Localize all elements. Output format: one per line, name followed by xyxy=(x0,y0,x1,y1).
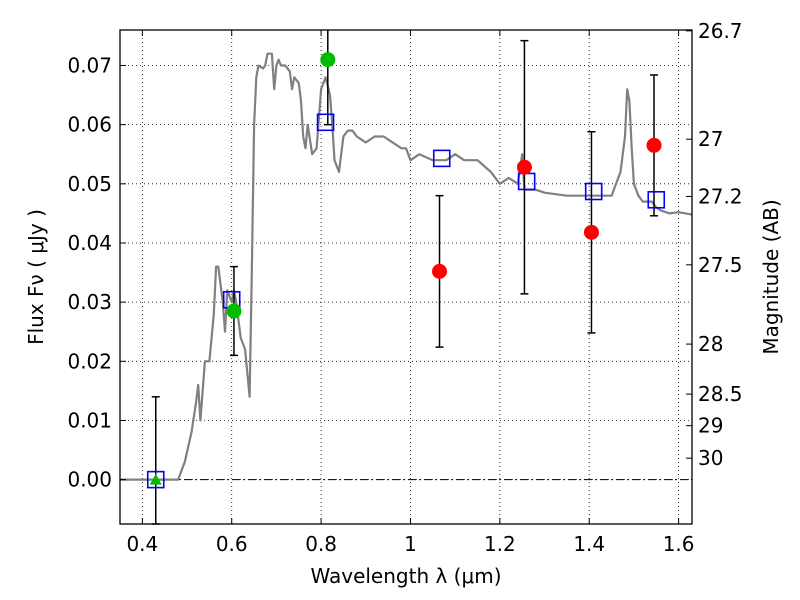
model-sed xyxy=(120,52,693,481)
model-flux-square xyxy=(146,470,165,489)
magnitude-tick-label: 27.2 xyxy=(698,184,743,208)
y-tick-label: 0.06 xyxy=(67,113,112,137)
red-data-point xyxy=(432,263,448,279)
model-flux-square xyxy=(316,113,335,132)
red-data-point xyxy=(516,159,532,175)
magnitude-tick-label: 30 xyxy=(698,446,723,470)
x-tick-label: 1.2 xyxy=(484,532,516,556)
magnitude-tick-label: 28.5 xyxy=(698,382,743,406)
red-data-point xyxy=(583,224,599,240)
y-axis-label: Flux Fν ( μJy ) xyxy=(24,209,48,345)
x-tick-label: 1 xyxy=(404,532,417,556)
x-tick-label: 1.6 xyxy=(663,532,695,556)
model-sed-line xyxy=(120,52,693,481)
x-tick-label: 0.8 xyxy=(305,532,337,556)
magnitude-tick-label: 29 xyxy=(698,414,723,438)
x-axis-label: Wavelength λ (μm) xyxy=(310,564,501,588)
y-tick-label: 0.04 xyxy=(67,231,112,255)
y-tick-label: 0.07 xyxy=(67,53,112,77)
right-y-axis-label: Magnitude (AB) xyxy=(759,199,783,354)
model-flux-square xyxy=(584,182,603,201)
magnitude-tick-label: 27 xyxy=(698,127,723,151)
model-flux-square xyxy=(432,149,451,168)
y-tick-label: 0.03 xyxy=(67,290,112,314)
plot-background xyxy=(120,30,692,524)
plot-frame xyxy=(119,29,693,525)
magnitude-tick-label: 27.5 xyxy=(698,253,743,277)
green-data-point xyxy=(320,52,336,68)
x-tick-label: 0.4 xyxy=(126,532,158,556)
green-data-point xyxy=(226,303,242,319)
red-data-point xyxy=(646,137,662,153)
y-tick-label: 0.05 xyxy=(67,172,112,196)
y-tick-label: 0.00 xyxy=(67,468,112,492)
magnitude-tick-label: 26.7 xyxy=(698,19,743,43)
y-tick-label: 0.01 xyxy=(67,408,112,432)
magnitude-tick-label: 28 xyxy=(698,332,723,356)
model-flux-square xyxy=(647,190,666,209)
ticks: 0.4 0.6 0.8 1 1.2 1.4 1.6 0.00 0.01 0.02 0.03 0.04 0… xyxy=(67,19,742,556)
data-markers xyxy=(146,52,666,489)
x-tick-label: 0.6 xyxy=(216,532,248,556)
upper-limit-triangle xyxy=(149,473,162,485)
y-tick-label: 0.02 xyxy=(67,349,112,373)
x-tick-label: 1.4 xyxy=(573,532,605,556)
